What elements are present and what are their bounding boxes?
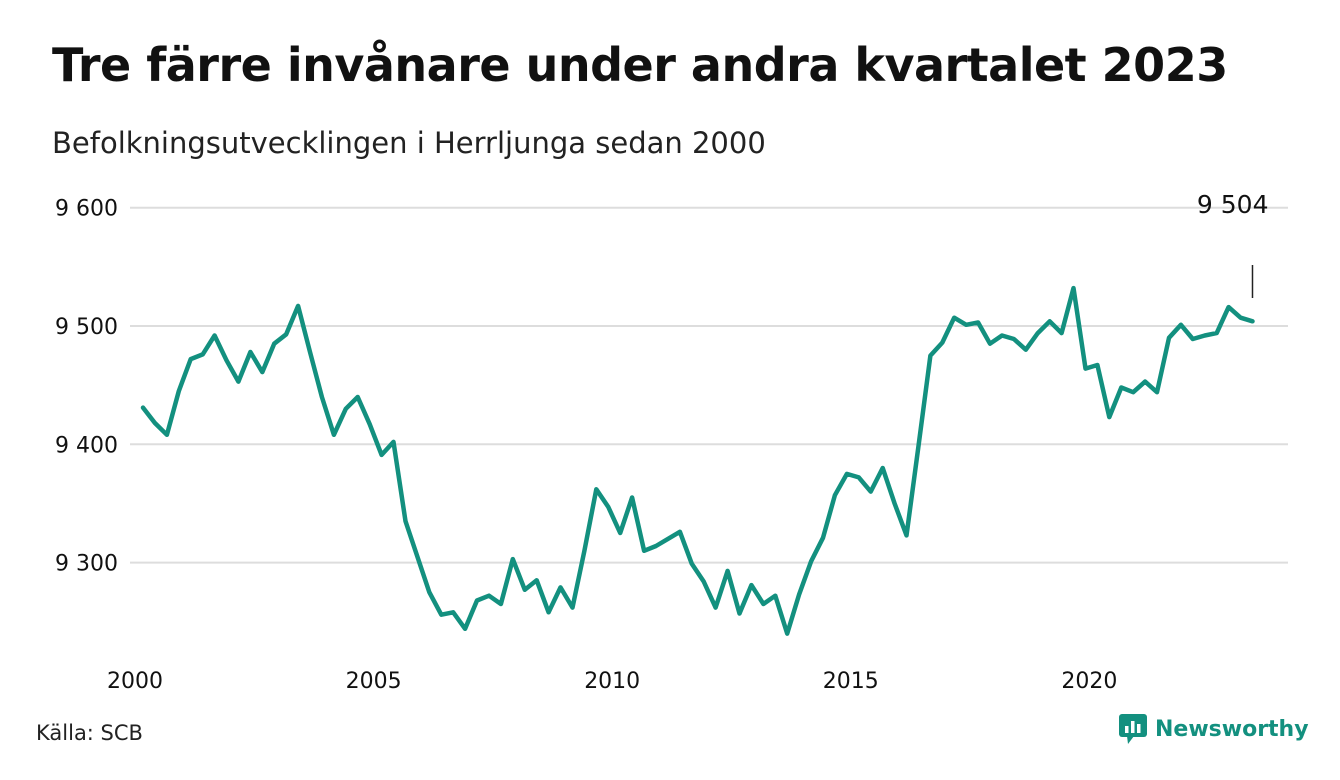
y-tick-label: 9 400 [55,433,118,458]
source-note: Källa: SCB [36,721,143,745]
y-tick-label: 9 500 [55,315,118,340]
x-tick-label: 2010 [584,669,640,694]
x-axis-ticks: 2000 2005 2010 2015 2020 [107,669,1117,694]
brand-logo: Newsworthy [1118,713,1309,745]
last-value-label: 9 504 [1197,190,1269,219]
series-layer [140,285,1255,636]
series-line [140,285,1255,636]
y-tick-label: 9 600 [55,197,118,222]
line-chart: 9 300 9 400 9 500 9 600 2000 2005 2010 2015 202… [55,190,1288,694]
x-tick-label: 2000 [107,669,163,694]
x-tick-label: 2020 [1061,669,1117,694]
brand-name: Newsworthy [1155,716,1309,742]
annotation-layer: 9 504 [1197,190,1269,298]
newsworthy-logo-icon [1119,714,1147,744]
x-tick-label: 2005 [346,669,402,694]
y-tick-label: 9 300 [55,552,118,577]
grid-lines [130,206,1288,564]
chart-title: Tre färre invånare under andra kvartalet… [52,38,1228,92]
x-tick-label: 2015 [823,669,879,694]
chart-subtitle: Befolkningsutvecklingen i Herrljunga sed… [52,126,766,160]
y-axis-ticks: 9 300 9 400 9 500 9 600 [55,197,118,577]
